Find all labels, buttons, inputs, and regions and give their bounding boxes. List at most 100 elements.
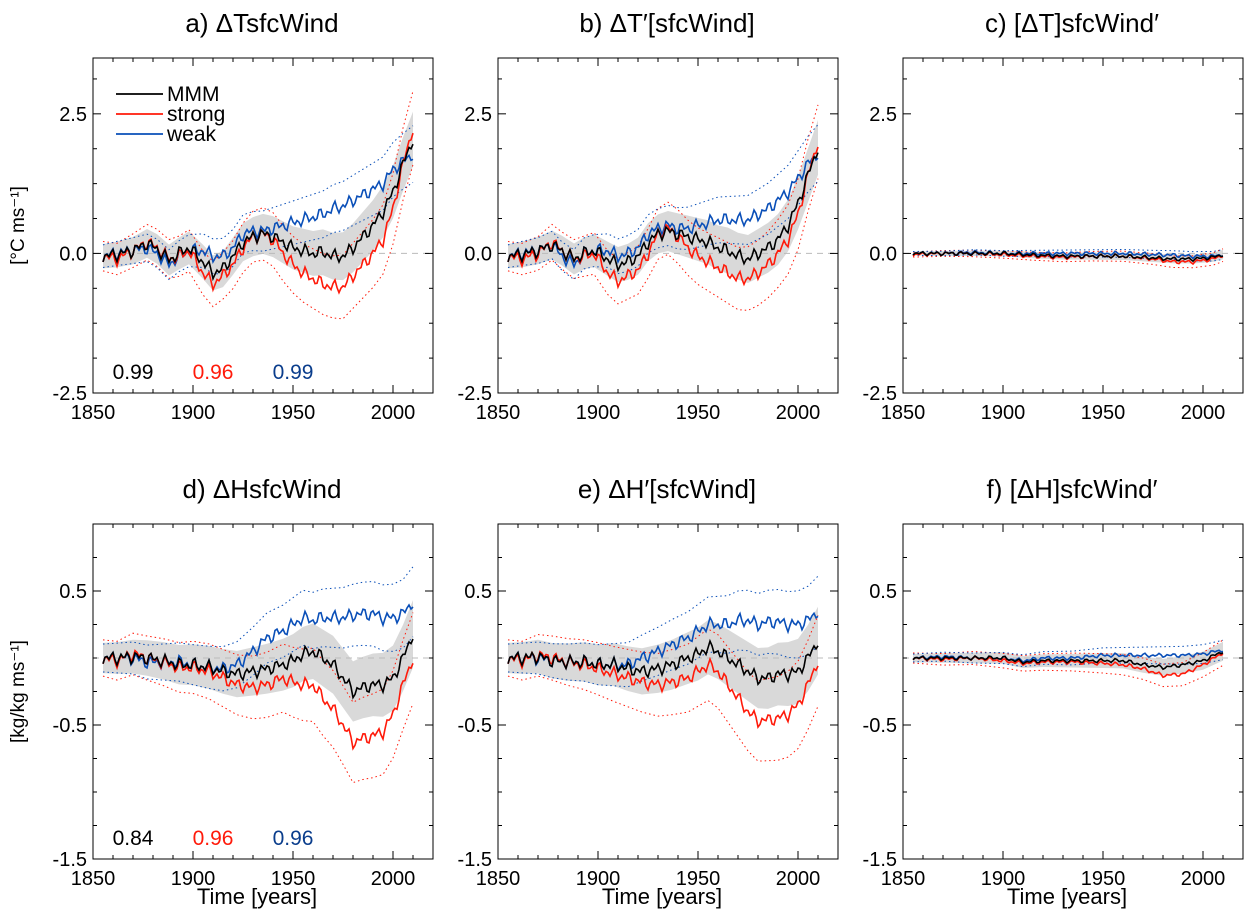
x-tick-label: 1850	[881, 402, 926, 424]
weak-envelope	[912, 249, 1224, 253]
strong-envelope	[507, 178, 819, 311]
y-tick-label: 2.5	[464, 104, 492, 126]
weak-envelope	[102, 125, 414, 251]
correlation-mmm: 0.84	[113, 827, 154, 850]
panel-title: d) ΔHsfcWind	[183, 474, 342, 504]
y-tick-label: 0.5	[59, 581, 87, 603]
series-line-weak	[507, 154, 819, 270]
series-line-mmm	[912, 250, 1224, 263]
x-tick-label: 1850	[71, 402, 116, 424]
strong-envelope	[507, 104, 819, 260]
x-tick-label: 1850	[476, 868, 521, 890]
y-tick-label: 2.5	[59, 104, 87, 126]
x-tick-label: 2000	[776, 402, 821, 424]
series-line-weak	[102, 153, 414, 270]
y-tick-label: -2.5	[53, 383, 87, 405]
correlation-weak: 0.99	[273, 361, 314, 384]
x-tick-label: 1850	[476, 402, 521, 424]
series-line-mmm	[507, 152, 819, 273]
panel-d: d) ΔHsfcWind 1850 1900 1950 2000 0.5 -0.5 -1.5 […	[8, 474, 434, 909]
legend-label-mmm: MMM	[167, 83, 219, 106]
strong-envelope	[507, 675, 819, 762]
spread-band	[103, 600, 413, 722]
weak-envelope	[507, 180, 819, 281]
y-axis-label: [°C ms⁻¹]	[8, 186, 29, 265]
weak-envelope	[102, 636, 414, 692]
correlation-mmm: 0.99	[113, 361, 154, 384]
panel-b: b) ΔT′[sfcWind] 1850 1900 1950 2000 2.5 0.0 -2.…	[458, 8, 839, 424]
y-tick-label: 2.5	[869, 104, 897, 126]
axes-frame	[902, 523, 1244, 860]
x-axis-label: Time [years]	[1007, 884, 1127, 909]
x-tick-label: 1850	[71, 868, 116, 890]
strong-envelope	[912, 662, 1224, 688]
y-tick-label: 0.5	[869, 581, 897, 603]
x-tick-label: 1900	[576, 402, 621, 424]
panel-title: f) [ΔH]sfcWind′	[986, 474, 1157, 504]
spread-band	[508, 119, 818, 283]
weak-envelope	[912, 639, 1224, 656]
panel-c: c) [ΔT]sfcWind′ 1850 1900 1950 2000 2.5 0.0 -2.…	[863, 8, 1244, 424]
x-tick-label: 1950	[1081, 868, 1126, 890]
x-tick-label: 1900	[171, 868, 216, 890]
y-tick-label: -2.5	[458, 383, 492, 405]
correlation-weak: 0.96	[273, 827, 314, 850]
x-tick-label: 1950	[271, 868, 316, 890]
series-line-mmm	[102, 143, 414, 282]
x-tick-label: 2000	[776, 868, 821, 890]
y-axis-label: [kg/kg ms⁻¹]	[8, 640, 29, 743]
x-tick-label: 1900	[981, 402, 1026, 424]
x-axis-label: Time [years]	[602, 884, 722, 909]
y-tick-label: -1.5	[863, 849, 897, 871]
strong-envelope	[507, 615, 819, 682]
x-tick-label: 1900	[171, 402, 216, 424]
x-tick-label: 1950	[676, 402, 721, 424]
strong-envelope	[102, 674, 414, 784]
axes-frame	[902, 57, 1244, 394]
spread-band	[103, 111, 413, 291]
legend-label-strong: strong	[167, 103, 225, 126]
x-tick-label: 2000	[371, 402, 416, 424]
strong-envelope	[102, 612, 414, 703]
y-tick-label: 0.5	[464, 581, 492, 603]
series-line-mmm	[102, 638, 414, 700]
x-tick-label: 1950	[271, 402, 316, 424]
x-tick-label: 1950	[676, 868, 721, 890]
panel-a: a) ΔTsfcWind 1850 1900 1950 2000 2.5 0.0 -2.5 [°…	[8, 8, 434, 424]
y-tick-label: 0.0	[869, 243, 897, 265]
y-tick-label: -0.5	[458, 715, 492, 737]
series-line-mmm	[912, 651, 1224, 671]
series-line-mmm	[507, 638, 819, 686]
panel-e: e) ΔH′[sfcWind] 1850 1900 1950 2000 0.5 -0.5 -1…	[458, 474, 839, 909]
x-tick-label: 2000	[371, 868, 416, 890]
weak-envelope	[507, 575, 819, 646]
series-line-strong	[507, 650, 819, 730]
strong-envelope	[912, 248, 1224, 257]
y-tick-label: -0.5	[53, 715, 87, 737]
panel-title: e) ΔH′[sfcWind]	[578, 474, 756, 504]
x-tick-label: 1950	[1081, 402, 1126, 424]
x-axis-label: Time [years]	[197, 884, 317, 909]
y-tick-label: -1.5	[53, 849, 87, 871]
axes-frame	[497, 57, 839, 394]
panel-title: a) ΔTsfcWind	[185, 8, 338, 38]
x-tick-label: 1900	[576, 868, 621, 890]
x-tick-label: 1850	[881, 868, 926, 890]
y-tick-label: -2.5	[863, 383, 897, 405]
strong-envelope	[912, 255, 1224, 269]
weak-envelope	[507, 645, 819, 688]
panel-f: f) [ΔH]sfcWind′ 1850 1900 1950 2000 0.5 -0.5 -1…	[863, 474, 1244, 909]
strong-envelope	[102, 164, 414, 320]
x-tick-label: 1900	[981, 868, 1026, 890]
axes-frame	[92, 57, 434, 394]
panel-title: b) ΔT′[sfcWind]	[579, 8, 754, 38]
weak-envelope	[507, 124, 819, 251]
legend-label-weak: weak	[166, 123, 217, 146]
correlation-strong: 0.96	[193, 827, 234, 850]
y-tick-label: 0.0	[464, 243, 492, 265]
y-tick-label: -0.5	[863, 715, 897, 737]
panel-title: c) [ΔT]sfcWind′	[985, 8, 1159, 38]
x-tick-label: 2000	[1181, 402, 1226, 424]
series-line-weak	[102, 603, 414, 676]
